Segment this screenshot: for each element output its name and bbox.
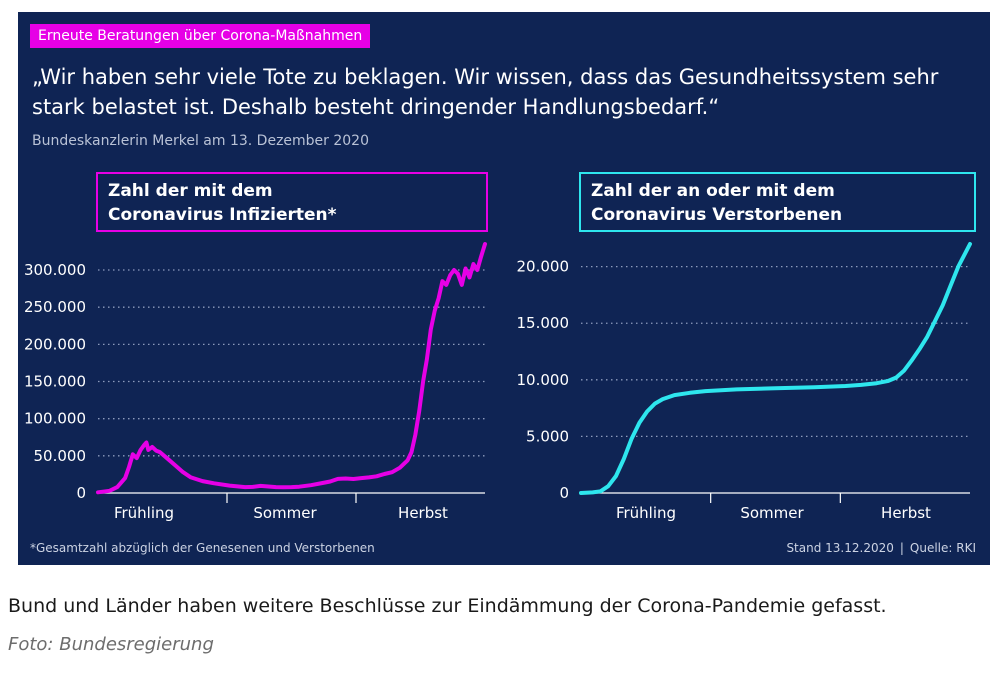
infected-x-tick-label: Sommer <box>253 504 317 522</box>
kicker-label: Erneute Beratungen über Corona-Maßnahmen <box>30 24 371 48</box>
infographic: Erneute Beratungen über Corona-Maßnahmen… <box>18 12 990 565</box>
deaths-x-tick-label: Frühling <box>616 504 676 522</box>
deaths-series-line <box>579 242 972 495</box>
footnote: *Gesamtzahl abzüglich der Genesenen und … <box>30 541 375 555</box>
source-credit: Quelle: RKI <box>909 541 976 555</box>
deaths-y-tick-label: 15.000 <box>517 314 570 332</box>
infected-y-tick-label: 150.000 <box>24 373 86 391</box>
infected-y-tick-label: 50.000 <box>34 447 87 465</box>
deaths-x-tick-label: Herbst <box>881 504 931 522</box>
infected-y-tick-label: 300.000 <box>24 261 86 279</box>
charts-canvas: 0 50.000 100.000 150.000 200.000 250.000 300.0… <box>24 242 972 522</box>
source-separator: | <box>899 541 904 555</box>
deaths-title-line-1: Zahl der an oder mit dem <box>591 181 835 201</box>
infected-title-line-2: Coronavirus Infizierten* <box>108 205 337 225</box>
deaths-y-tick-label: 20.000 <box>517 258 570 276</box>
infected-x-tick-label: Herbst <box>398 504 448 522</box>
infected-x-tick-label: Frühling <box>114 504 174 522</box>
quote-attribution: Bundeskanzlerin Merkel am 13. Dezember 2… <box>32 133 369 149</box>
infected-y-tick-label: 200.000 <box>24 335 86 353</box>
deaths-y-tick-label: 5.000 <box>526 427 569 445</box>
deaths-y-tick-label: 10.000 <box>517 371 570 389</box>
infected-chart-title: Zahl der mit dem Coronavirus Infizierten… <box>96 172 488 232</box>
stand-date: Stand 13.12.2020 <box>786 541 894 555</box>
infected-series-line <box>96 242 487 495</box>
deaths-x-tick-label: Sommer <box>740 504 804 522</box>
infected-title-line-1: Zahl der mit dem <box>108 181 273 201</box>
merkel-quote: „Wir haben sehr viele Tote zu beklagen. … <box>32 65 939 119</box>
infected-y-tick-label: 250.000 <box>24 298 86 316</box>
infected-y-tick-label: 100.000 <box>24 410 86 428</box>
infected-y-tick-label: 0 <box>76 484 86 502</box>
source-line: Stand 13.12.2020 | Quelle: RKI <box>786 541 976 555</box>
deaths-y-tick-label: 0 <box>559 484 569 502</box>
photo-credit: Foto: Bundesregierung <box>8 634 214 655</box>
deaths-chart-title: Zahl der an oder mit dem Coronavirus Ver… <box>579 172 976 232</box>
article-caption: Bund und Länder haben weitere Beschlüsse… <box>8 595 887 617</box>
deaths-title-line-2: Coronavirus Verstorbenen <box>591 205 843 225</box>
